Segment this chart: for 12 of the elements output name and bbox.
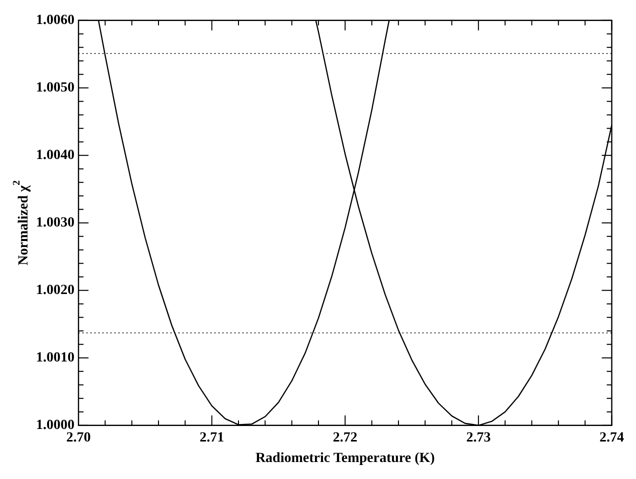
y-axis-title: Normalized χ2 — [12, 180, 32, 266]
y-tick-label: 1.0010 — [36, 350, 74, 366]
y-tick-label: 1.0020 — [36, 283, 74, 298]
y-tick-label: 1.0030 — [36, 216, 74, 231]
x-tick-label: 2.73 — [466, 430, 491, 446]
y-tick-label: 1.0050 — [36, 80, 74, 96]
x-tick-label: 2.72 — [332, 430, 358, 446]
y-tick-label: 1.0040 — [36, 148, 74, 164]
x-axis-title: Radiometric Temperature (K) — [255, 451, 436, 466]
x-tick-label: 2.74 — [600, 430, 624, 446]
x-tick-label: 2.71 — [200, 430, 224, 446]
y-tick-label: 1.0060 — [36, 13, 74, 28]
